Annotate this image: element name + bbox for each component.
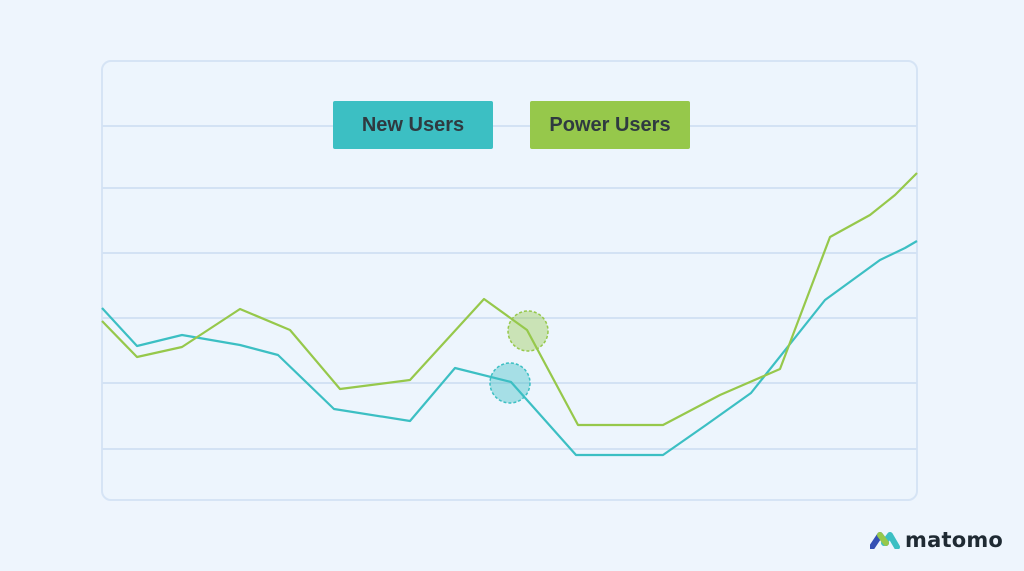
matomo-logo: matomo <box>870 526 1003 554</box>
highlight-marker-power-users <box>507 310 549 352</box>
series-new-users-line <box>101 240 918 457</box>
legend-power-users-label: Power Users <box>549 113 671 136</box>
chart-card <box>101 60 918 501</box>
series-power-users-line <box>101 172 918 427</box>
matomo-logo-text: matomo <box>905 528 1004 552</box>
legend-new-users: New Users <box>333 101 493 149</box>
legend-new-users-label: New Users <box>361 113 465 136</box>
matomo-logo-icon <box>870 532 900 549</box>
highlight-marker-new-users <box>489 362 531 404</box>
legend-power-users: Power Users <box>530 101 690 149</box>
